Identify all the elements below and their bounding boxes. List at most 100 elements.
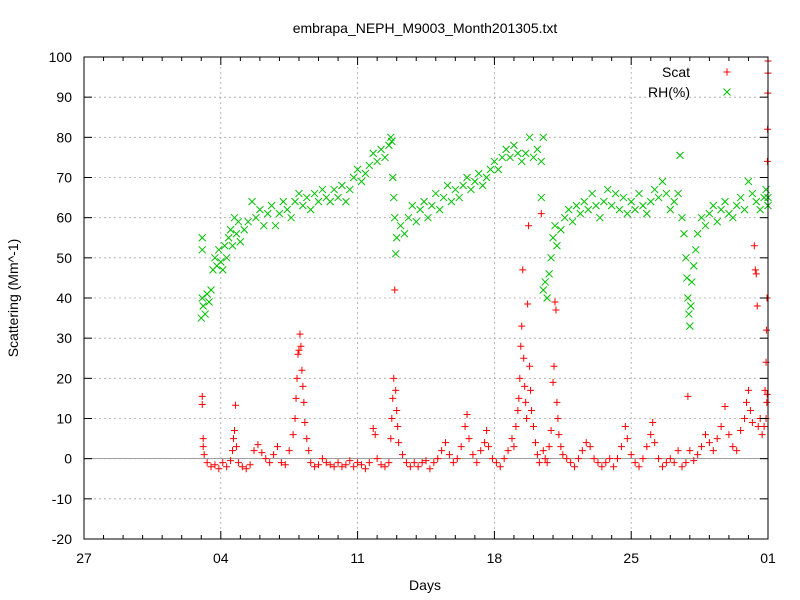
- rh-point: [279, 197, 288, 206]
- rh-point: [572, 201, 581, 210]
- scat-point: [698, 443, 706, 451]
- scat-point: [481, 439, 489, 447]
- scat-point: [533, 451, 541, 459]
- scat-point: [525, 222, 533, 230]
- rh-point: [391, 249, 400, 258]
- axis-ticks: -20 -10 0 10 20 30 40 50 60 70 80 90 100 27 04 11 18 25 01: [49, 49, 776, 566]
- rh-point: [467, 185, 475, 194]
- scat-point: [690, 457, 698, 465]
- scat-point: [488, 455, 496, 463]
- y-tick-label: 10: [56, 411, 72, 427]
- rh-point: [482, 173, 491, 182]
- scat-point: [342, 461, 350, 469]
- rh-point: [389, 193, 398, 202]
- rh-point: [684, 294, 692, 302]
- rh-point: [198, 245, 207, 254]
- scat-point: [725, 431, 733, 439]
- rh-point: [390, 213, 399, 222]
- rh-point: [619, 193, 628, 202]
- rh-point: [267, 201, 276, 210]
- rh-point: [740, 205, 749, 214]
- scat-point: [434, 455, 442, 463]
- rh-point: [709, 201, 718, 210]
- rh-point: [216, 257, 225, 266]
- scat-point: [504, 447, 512, 455]
- rh-point: [435, 205, 444, 214]
- rh-point: [721, 197, 729, 206]
- scat-point: [621, 423, 629, 431]
- y-tick-label: 60: [56, 210, 72, 226]
- scat-point: [238, 463, 246, 471]
- scat-point: [390, 374, 398, 382]
- rh-point: [687, 278, 696, 286]
- rh-point: [539, 286, 548, 294]
- scat-point: [200, 451, 208, 459]
- scat-point: [617, 443, 625, 451]
- rh-point: [424, 213, 432, 222]
- rh-point: [306, 205, 315, 214]
- rh-point: [283, 205, 292, 214]
- rh-point: [674, 189, 682, 198]
- scat-point: [418, 459, 426, 467]
- scat-point: [294, 350, 302, 358]
- scat-point: [381, 463, 389, 471]
- scat-point: [528, 406, 536, 414]
- rh-point: [302, 193, 311, 202]
- scat-point: [658, 463, 666, 471]
- rh-point: [678, 213, 686, 222]
- scat-point: [426, 465, 434, 473]
- scat-point: [258, 449, 266, 457]
- rh-point: [232, 229, 241, 238]
- scat-point: [763, 398, 771, 406]
- scat-point: [602, 459, 610, 467]
- rh-point: [564, 205, 573, 214]
- scat-point: [485, 443, 493, 451]
- scat-point: [744, 386, 752, 394]
- scat-point: [199, 443, 207, 451]
- scat-point: [227, 457, 235, 465]
- scat-point: [311, 463, 319, 471]
- rh-point: [228, 241, 237, 250]
- rh-point: [680, 229, 688, 238]
- x-tick-label: 11: [350, 550, 365, 566]
- scat-point: [230, 427, 238, 435]
- scat-point: [350, 463, 358, 471]
- scat-point: [547, 427, 555, 435]
- scat-point: [315, 461, 323, 469]
- rh-point: [650, 185, 659, 194]
- scat-point: [445, 451, 453, 459]
- scat-point: [361, 465, 369, 473]
- scat-point: [586, 443, 594, 451]
- rh-point: [537, 193, 546, 202]
- rh-point: [240, 225, 249, 234]
- scat-point: [371, 431, 379, 439]
- scat-point: [229, 447, 237, 455]
- rh-point: [693, 229, 702, 238]
- scat-point: [559, 451, 567, 459]
- scat-point: [760, 423, 768, 431]
- rh-point: [342, 197, 350, 206]
- rh-point: [455, 193, 464, 202]
- scat-point: [651, 439, 659, 447]
- y-tick-label: 50: [56, 250, 72, 266]
- rh-point: [439, 193, 448, 202]
- scat-point: [555, 431, 563, 439]
- rh-point: [252, 213, 260, 222]
- y-tick-label: 30: [56, 330, 72, 346]
- rh-point: [627, 197, 636, 206]
- scat-point: [338, 463, 346, 471]
- x-tick-label: 25: [623, 550, 639, 566]
- rh-point: [259, 221, 268, 230]
- rh-point: [560, 213, 569, 222]
- scat-point: [748, 419, 756, 427]
- rh-point: [631, 205, 639, 214]
- scat-point: [549, 378, 557, 386]
- rh-point: [459, 181, 467, 190]
- rh-point: [642, 209, 651, 218]
- rh-point: [646, 197, 655, 206]
- scat-point: [388, 415, 396, 422]
- series-scat: [198, 57, 772, 473]
- rh-point: [705, 209, 714, 218]
- scat-point: [694, 451, 702, 459]
